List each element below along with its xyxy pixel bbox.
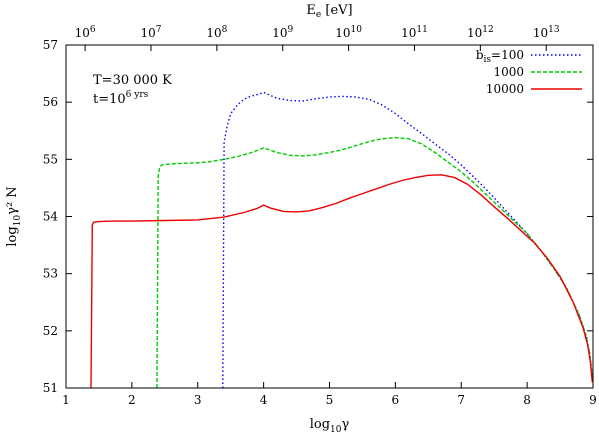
legend-label-10000: 10000 <box>486 82 524 96</box>
top-tick-label: 106 <box>75 25 96 40</box>
y-tick-label: 53 <box>43 267 58 281</box>
legend-label-100: bis=100 <box>476 48 524 65</box>
y-tick-label: 52 <box>43 324 58 338</box>
x-tick-label: 6 <box>392 393 400 407</box>
y-tick-label: 55 <box>43 152 58 166</box>
legend-label-1000: 1000 <box>493 65 524 79</box>
x-tick-label: 2 <box>128 393 136 407</box>
y-tick-label: 56 <box>43 95 58 109</box>
y-tick-label: 54 <box>43 210 59 224</box>
annotation-temperature: T=30 000 K <box>93 73 172 88</box>
top-tick-label: 1010 <box>335 25 362 40</box>
top-tick-label: 108 <box>206 25 227 40</box>
x-tick-label: 4 <box>260 393 268 407</box>
x-tick-label: 7 <box>457 393 465 407</box>
x-tick-label: 3 <box>194 393 202 407</box>
top-tick-label: 109 <box>272 25 293 40</box>
x-tick-label: 1 <box>62 393 70 407</box>
y-tick-label: 51 <box>43 381 58 395</box>
top-axis-label: Ee [eV] <box>306 3 352 20</box>
y-tick-label: 57 <box>43 38 58 52</box>
series-line-10000 <box>90 174 593 389</box>
y-axis-label: log10γ² N <box>5 186 23 246</box>
top-tick-label: 1011 <box>401 25 428 40</box>
series-line-1000 <box>156 136 593 389</box>
top-tick-label: 1013 <box>533 25 560 40</box>
x-tick-label: 9 <box>589 393 597 407</box>
series-line-100 <box>222 91 593 389</box>
top-tick-label: 107 <box>140 25 161 40</box>
x-tick-label: 5 <box>326 393 334 407</box>
x-tick-label: 8 <box>523 393 531 407</box>
x-axis-label: log10γ <box>310 417 350 435</box>
annotation-time: t=106 yrs <box>93 90 149 107</box>
top-tick-label: 1012 <box>467 25 494 40</box>
